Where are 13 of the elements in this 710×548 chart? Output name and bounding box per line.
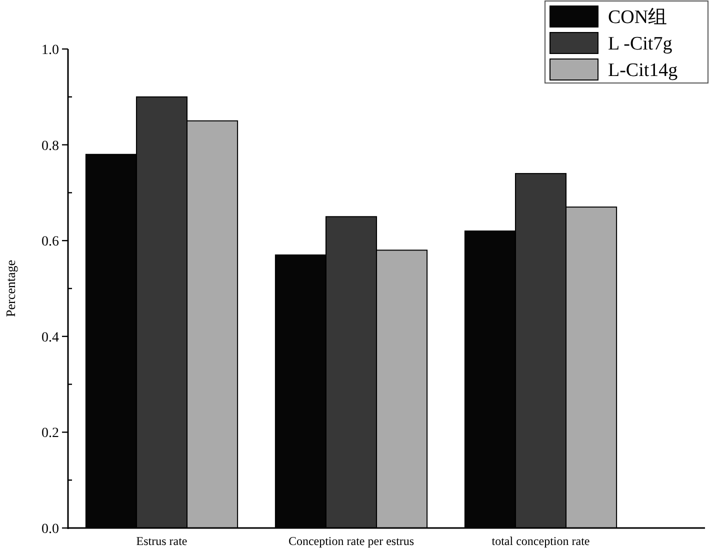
legend-label: L -Cit7g (608, 34, 673, 54)
y-tick-label: 0.8 (42, 138, 59, 154)
y-tick-label: 0.6 (42, 234, 59, 250)
x-tick-label: Estrus rate (136, 534, 188, 548)
y-tick-label: 0.4 (42, 330, 59, 346)
x-tick-label: total conception rate (492, 534, 590, 548)
legend-label: L-Cit14g (608, 60, 678, 81)
x-tick-label: Conception rate per estrus (288, 534, 414, 548)
y-axis-title: Percentage (3, 260, 18, 318)
y-tick-label: 1.0 (42, 43, 59, 58)
y-tick-label: 0.2 (42, 426, 59, 442)
legend-label: CON组 (608, 7, 668, 28)
y-tick-label: 0.0 (42, 522, 59, 537)
